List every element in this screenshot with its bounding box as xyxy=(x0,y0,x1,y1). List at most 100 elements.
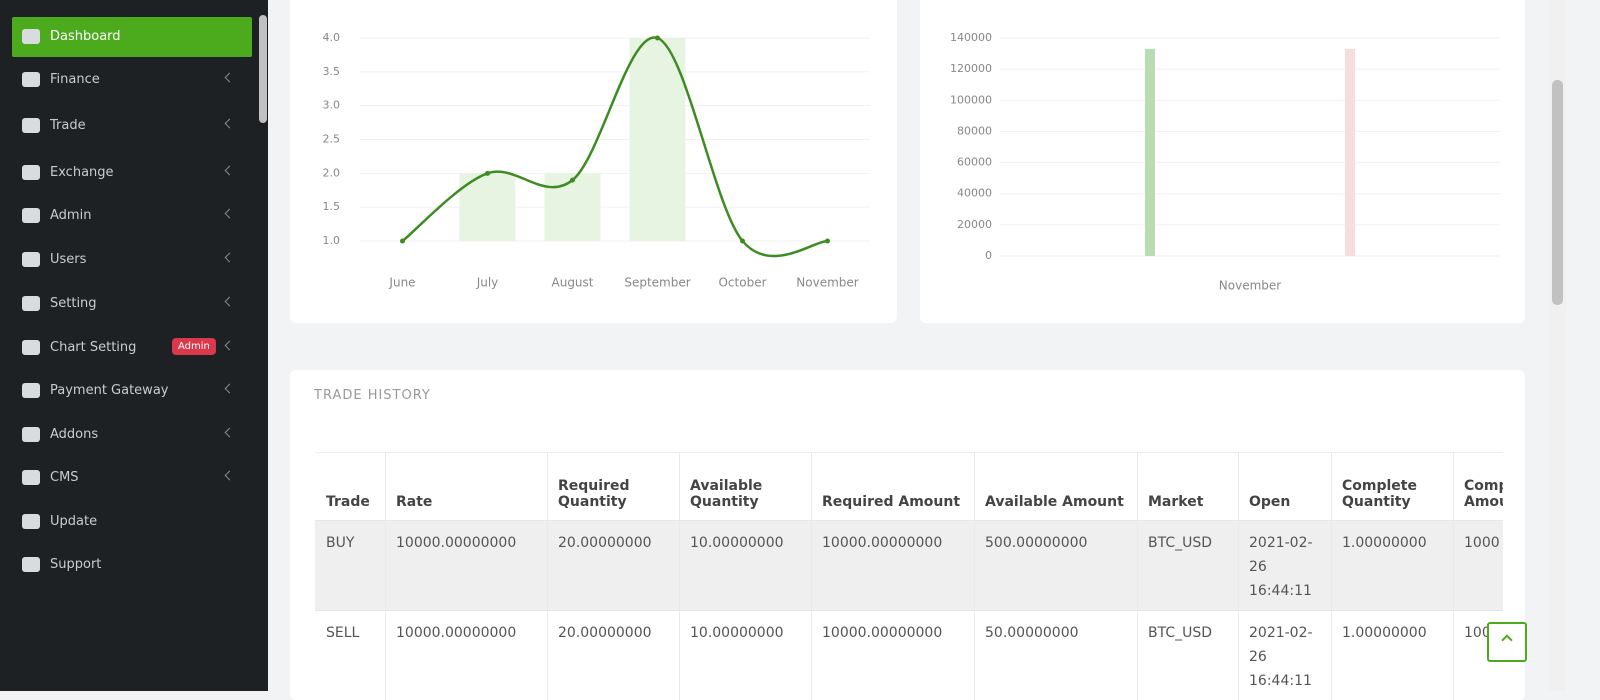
point xyxy=(825,238,830,244)
column-header: Available Quantity xyxy=(690,478,763,510)
y-tick-label: 3.0 xyxy=(323,99,341,112)
menu-label: Finance xyxy=(50,72,100,87)
chevron xyxy=(224,340,235,351)
chevron xyxy=(224,118,235,129)
table-title: TRADE HISTORY xyxy=(314,388,431,403)
menu-icon xyxy=(22,470,40,485)
y-tick-label: 0 xyxy=(985,249,992,262)
menu-item[interactable]: Setting xyxy=(12,284,252,324)
menu-item[interactable]: Dashboard xyxy=(12,17,252,57)
bar xyxy=(1145,48,1155,257)
chevron xyxy=(224,470,235,481)
menu-item[interactable]: Finance xyxy=(12,60,252,100)
point xyxy=(655,35,660,41)
menu-label: Admin xyxy=(50,208,92,223)
y-tick-label: 60000 xyxy=(957,156,992,169)
y-tick-label: 100000 xyxy=(950,93,992,106)
menu-item[interactable]: Trade xyxy=(12,106,252,146)
menu-icon xyxy=(22,252,40,267)
chevron xyxy=(224,165,235,176)
column-divider xyxy=(1331,452,1332,700)
menu-item[interactable]: CMS xyxy=(12,458,252,498)
scroll-top-button[interactable] xyxy=(1487,622,1527,662)
column-header: Available Amount xyxy=(985,494,1124,510)
y-tick-label: 80000 xyxy=(957,124,992,137)
column-header: Open xyxy=(1249,494,1291,510)
menu-icon xyxy=(22,427,40,442)
point xyxy=(740,238,745,244)
cell: 20.00000000 xyxy=(558,625,652,641)
cell: 10000.00000000 xyxy=(822,535,943,551)
cell: 2021-02-26 16:44:11 xyxy=(1249,535,1313,599)
column-divider xyxy=(811,452,812,700)
menu-item[interactable]: Support xyxy=(12,545,252,585)
chevron xyxy=(224,72,235,83)
menu-label: Chart Setting xyxy=(50,340,137,355)
row-bg xyxy=(315,610,1503,700)
x-tick-label: June xyxy=(388,276,415,290)
point xyxy=(485,170,490,176)
x-tick-label: September xyxy=(624,276,690,290)
x-tick-label: October xyxy=(718,276,766,290)
column-divider xyxy=(547,452,548,700)
menu-label: Users xyxy=(50,252,87,267)
table: Trade BUY SELL Rate 10000.00000000 10000.0000… xyxy=(315,452,1503,700)
menu-icon xyxy=(22,340,40,355)
bar xyxy=(544,173,601,241)
column-header: Trade xyxy=(326,494,370,510)
cell: 1000 xyxy=(1464,535,1500,551)
cell: 10000.00000000 xyxy=(396,625,517,641)
chart-card: 1.0 1.5 2.0 2.5 3.0 3.5 4.0 June July August Septe… xyxy=(290,0,897,323)
column-divider xyxy=(1453,452,1454,700)
menu-label: Exchange xyxy=(50,165,114,180)
x-tick-label: July xyxy=(476,276,499,290)
column-header: Required Quantity xyxy=(558,478,630,510)
column-header: Complete Amount xyxy=(1464,478,1503,510)
cell: 10000.00000000 xyxy=(396,535,517,551)
menu-item[interactable]: Chart Setting Admin xyxy=(12,328,252,368)
scrollbar[interactable] xyxy=(1549,0,1566,691)
sidebar: Dashboard Finance Trade Exchange Admin Users S… xyxy=(0,0,268,691)
header-bg xyxy=(315,452,1503,521)
menu-icon xyxy=(22,118,40,133)
x-tick-label: November xyxy=(796,276,858,290)
cell: 10000.00000000 xyxy=(822,625,943,641)
chart-card: 0 20000 40000 60000 80000 100000 120000 140000 N… xyxy=(920,0,1525,323)
cell: SELL xyxy=(326,625,360,641)
menu-label: Dashboard xyxy=(50,29,121,44)
column-divider xyxy=(1238,452,1239,700)
column-divider xyxy=(1137,452,1138,700)
y-tick-label: 4.0 xyxy=(323,31,341,44)
menu-item[interactable]: Update xyxy=(12,502,252,542)
x-tick-label: November xyxy=(1219,279,1281,293)
menu-item[interactable]: Admin xyxy=(12,196,252,236)
cell: 10.00000000 xyxy=(690,535,784,551)
badge: Admin xyxy=(172,338,216,355)
y-tick-label: 20000 xyxy=(957,218,992,231)
cell: 1.00000000 xyxy=(1342,535,1427,551)
cell: 50.00000000 xyxy=(985,625,1079,641)
menu-label: Payment Gateway xyxy=(50,383,169,398)
y-tick-label: 2.5 xyxy=(323,133,341,146)
menu-item[interactable]: Users xyxy=(12,240,252,280)
chevron xyxy=(224,252,235,263)
menu-icon xyxy=(22,296,40,311)
y-tick-label: 1.0 xyxy=(323,234,341,247)
point xyxy=(570,177,575,183)
x-tick-label: August xyxy=(552,276,594,290)
menu-item[interactable]: Addons xyxy=(12,415,252,455)
y-tick-label: 2.0 xyxy=(323,166,341,179)
menu-icon xyxy=(22,165,40,180)
column-header: Complete Quantity xyxy=(1342,478,1417,510)
y-tick-label: 40000 xyxy=(957,187,992,200)
menu-icon xyxy=(22,29,40,44)
cell: BUY xyxy=(326,535,355,551)
menu-label: Update xyxy=(50,514,98,529)
menu-item[interactable]: Payment Gateway xyxy=(12,371,252,411)
bar xyxy=(1345,48,1355,257)
menu-item[interactable]: Exchange xyxy=(12,153,252,193)
menu-icon xyxy=(22,557,40,572)
cell: BTC_USD xyxy=(1148,625,1213,641)
menu-label: Trade xyxy=(50,118,86,133)
sidebar-scrollbar xyxy=(259,15,267,123)
